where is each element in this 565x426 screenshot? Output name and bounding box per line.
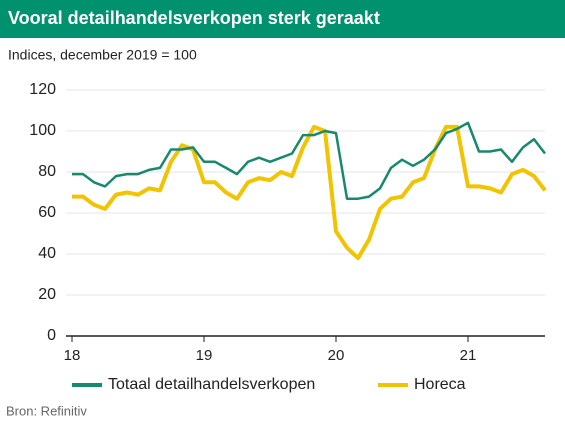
series-line: [72, 121, 546, 200]
title-bar: [0, 0, 565, 38]
y-tick-label: 100: [29, 122, 56, 139]
y-tick-label: 80: [38, 163, 56, 180]
series-line: [72, 124, 547, 261]
y-tick-label: 0: [47, 327, 56, 344]
legend-label: Horeca: [414, 376, 466, 393]
x-tick-label: 21: [460, 347, 477, 364]
x-tick-label: 19: [196, 347, 213, 364]
chart-title: Vooral detailhandelsverkopen sterk geraa…: [8, 8, 380, 28]
y-tick-label: 60: [38, 204, 56, 221]
legend-label: Totaal detailhandelsverkopen: [108, 376, 315, 393]
subtitle: Indices, december 2019 = 100: [8, 47, 197, 63]
x-tick-label: 18: [64, 347, 81, 364]
source: Bron: Refinitiv: [6, 403, 87, 418]
y-tick-label: 20: [38, 286, 56, 303]
y-tick-label: 120: [29, 81, 56, 98]
x-tick-label: 20: [328, 347, 345, 364]
y-tick-label: 40: [38, 245, 56, 262]
